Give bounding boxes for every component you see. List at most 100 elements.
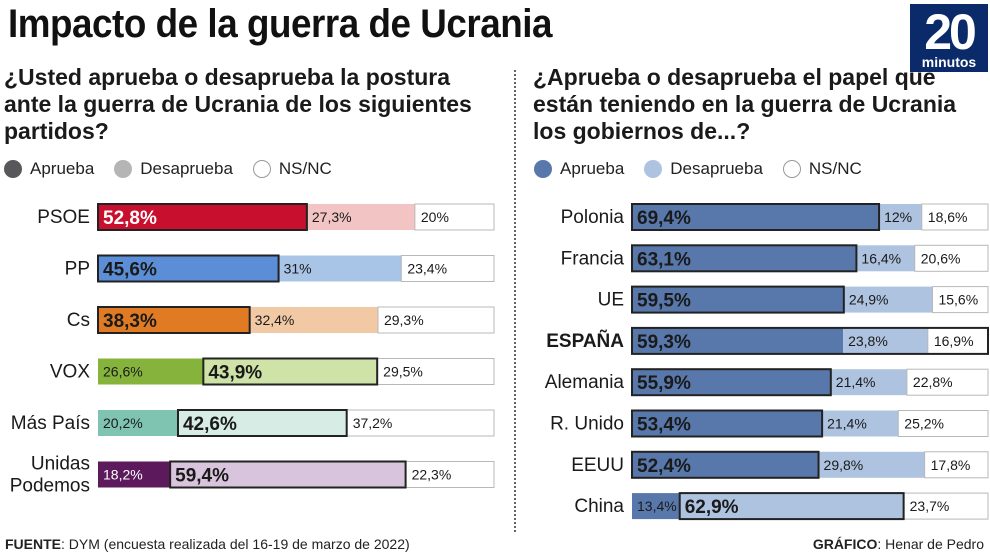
value-label: 62,9% bbox=[685, 497, 739, 518]
legend-item-nsnc: NS/NC bbox=[252, 159, 332, 179]
category-label: ESPAÑA bbox=[546, 330, 624, 352]
bar-segment-desaprueba bbox=[879, 204, 922, 230]
value-label: 29,8% bbox=[824, 457, 864, 473]
bar-segment-nsnc bbox=[414, 203, 495, 231]
legend-label: Aprueba bbox=[30, 159, 95, 178]
legend-item-desaprueba: Desaprueba bbox=[114, 159, 233, 179]
category-label: UE bbox=[598, 290, 624, 311]
value-label: 21,4% bbox=[836, 374, 876, 390]
legend-item-nsnc: NS/NC bbox=[782, 159, 862, 179]
value-label: 69,4% bbox=[637, 208, 691, 229]
value-label: 20,6% bbox=[921, 250, 961, 266]
highlight-border bbox=[97, 254, 280, 283]
highlight-border bbox=[202, 357, 379, 386]
legend-label: NS/NC bbox=[808, 159, 862, 178]
bar-segment-aprueba bbox=[632, 369, 831, 396]
highlight-border bbox=[176, 409, 348, 437]
highlight-border bbox=[97, 203, 308, 231]
bar-segment-aprueba bbox=[632, 410, 823, 437]
bar-segment-aprueba bbox=[632, 286, 844, 313]
value-label: 63,1% bbox=[637, 249, 691, 270]
value-label: 23,8% bbox=[848, 333, 888, 349]
bar-segment-desaprueba bbox=[830, 369, 907, 396]
value-label: 13,4% bbox=[637, 498, 677, 514]
highlight-border bbox=[97, 306, 251, 334]
value-label: 22,3% bbox=[412, 467, 452, 483]
value-label: 38,3% bbox=[103, 311, 157, 332]
value-label: 20,2% bbox=[103, 415, 143, 431]
value-label: 16,9% bbox=[934, 333, 974, 349]
bar-segment-aprueba bbox=[632, 245, 857, 272]
value-label: 59,3% bbox=[637, 332, 691, 353]
column-divider bbox=[514, 70, 516, 532]
value-label: 37,2% bbox=[353, 415, 393, 431]
value-label: 27,3% bbox=[312, 209, 352, 225]
bar-segment-desaprueba bbox=[843, 286, 933, 313]
bar-segment-desaprueba bbox=[822, 410, 899, 437]
bar-segment-aprueba bbox=[98, 255, 279, 282]
bar-segment-aprueba bbox=[98, 461, 171, 488]
bar-segment-nsnc bbox=[903, 492, 989, 520]
legend-label: Desaprueba bbox=[670, 159, 763, 178]
category-label: PSOE bbox=[37, 207, 90, 228]
value-label: 18,2% bbox=[103, 467, 143, 483]
category-label: Podemos bbox=[10, 476, 90, 497]
legend-dot-icon bbox=[534, 160, 552, 178]
bar-segment-nsnc bbox=[897, 410, 989, 437]
credit-label: GRÁFICO bbox=[812, 536, 878, 552]
bar-segment-desaprueba bbox=[306, 204, 415, 230]
credit-note: GRÁFICO: Henar de Pedro bbox=[813, 536, 984, 552]
bar-segment-desaprueba bbox=[856, 245, 915, 272]
bar-segment-desaprueba bbox=[203, 358, 378, 385]
bar-segment-nsnc bbox=[921, 203, 989, 231]
value-label: 23,7% bbox=[910, 498, 950, 514]
bar-segment-desaprueba bbox=[278, 255, 402, 282]
category-label: Más País bbox=[11, 413, 90, 434]
category-label: Unidas bbox=[31, 454, 90, 475]
category-label: PP bbox=[65, 259, 90, 280]
bar-segment-nsnc bbox=[906, 368, 989, 396]
legend-label: Desaprueba bbox=[140, 159, 233, 178]
brand-logo: 20 minutos bbox=[910, 4, 988, 72]
legend-dot-icon bbox=[644, 160, 663, 178]
credit-text: : Henar de Pedro bbox=[877, 536, 984, 552]
value-label: 15,6% bbox=[938, 292, 978, 308]
legend-dot-icon bbox=[114, 160, 133, 178]
legend-item-aprueba: Aprueba bbox=[534, 159, 624, 179]
category-label: EEUU bbox=[571, 455, 624, 476]
bar-segment-aprueba bbox=[632, 493, 680, 520]
bar-segment-nsnc bbox=[376, 358, 495, 385]
highlight-border bbox=[631, 409, 824, 438]
category-label: R. Unido bbox=[550, 414, 624, 435]
legend-item-aprueba: Aprueba bbox=[4, 159, 94, 179]
bar-segment-aprueba bbox=[632, 451, 819, 478]
value-label: 52,8% bbox=[103, 208, 157, 229]
bar-segment-desaprueba bbox=[843, 327, 928, 354]
bar-segment-nsnc bbox=[914, 244, 989, 272]
value-label: 18,6% bbox=[928, 209, 968, 225]
value-label: 43,9% bbox=[208, 363, 262, 384]
bar-segment-nsnc bbox=[931, 286, 989, 314]
category-label: Francia bbox=[561, 248, 625, 269]
logo-number: 20 bbox=[924, 4, 977, 60]
value-label: 31% bbox=[284, 261, 312, 277]
value-label: 17,8% bbox=[931, 457, 971, 473]
value-label: 23,4% bbox=[407, 261, 447, 277]
bar-segment-desaprueba bbox=[818, 451, 925, 478]
value-label: 26,6% bbox=[103, 364, 143, 380]
value-label: 29,3% bbox=[384, 312, 424, 328]
value-label: 25,2% bbox=[904, 416, 944, 432]
highlight-border bbox=[631, 326, 989, 355]
bar-segment-nsnc bbox=[400, 255, 495, 282]
value-label: 59,4% bbox=[175, 466, 229, 487]
highlight-border bbox=[631, 244, 858, 273]
category-label: China bbox=[574, 496, 624, 517]
source-label: FUENTE bbox=[5, 536, 61, 552]
highlight-border bbox=[678, 492, 905, 521]
right-legend: Aprueba Desaprueba NS/NC bbox=[534, 158, 882, 180]
legend-dot-icon bbox=[782, 160, 801, 178]
page-title: Impacto de la guerra de Ucrania bbox=[8, 2, 553, 46]
value-label: 24,9% bbox=[849, 292, 889, 308]
bar-segment-nsnc bbox=[346, 409, 495, 437]
value-label: 12% bbox=[884, 209, 912, 225]
